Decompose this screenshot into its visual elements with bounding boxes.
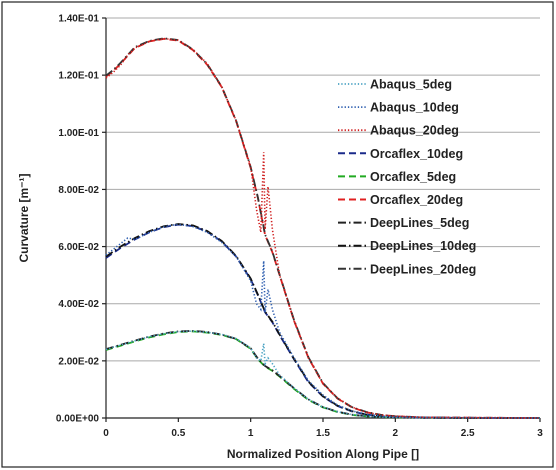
legend-label-abaqus-5deg: Abaqus_5deg (370, 78, 452, 92)
legend-label-deeplines-20deg: DeepLines_20deg (370, 262, 476, 276)
x-tick-label: 2.5 (461, 428, 475, 439)
gridlines (106, 17, 540, 362)
legend-label-abaqus-20deg: Abaqus_20deg (370, 124, 459, 138)
series-line-abaqus-20deg (105, 37, 541, 419)
series-lines (105, 37, 541, 419)
series-line-deeplines-5deg (105, 329, 540, 419)
y-tick-label: 1.00E-01 (58, 128, 99, 139)
legend-label-deeplines-5deg: DeepLines_5deg (370, 216, 469, 230)
y-tick-label: 6.00E-02 (58, 242, 99, 253)
y-tick-label: 2.00E-02 (58, 356, 99, 367)
legend-label-orcaflex-5deg: Orcaflex_5deg (370, 170, 456, 184)
legend-label-deeplines-10deg: DeepLines_10deg (370, 239, 476, 253)
y-axis-title: Curvature [m⁻¹] (17, 173, 31, 262)
x-tick-label: 3 (537, 428, 543, 439)
y-tick-label: 1.20E-01 (58, 71, 99, 82)
x-axis-title: Normalized Position Along Pipe [] (227, 447, 419, 461)
y-tick-label: 4.00E-02 (58, 299, 99, 310)
y-tick-label: 8.00E-02 (58, 185, 99, 196)
legend-label-abaqus-10deg: Abaqus_10deg (370, 101, 459, 115)
x-tick-label: 2 (393, 428, 399, 439)
x-tick-label: 1 (248, 428, 254, 439)
x-tick-label: 0.5 (171, 428, 185, 439)
x-tick-label: 1.5 (316, 428, 330, 439)
legend: Abaqus_5deg Abaqus_10deg Abaqus_20deg Orcaf… (338, 78, 476, 276)
x-tick-label: 0 (103, 428, 109, 439)
series-line-deeplines-10deg (105, 223, 540, 419)
plot-area (106, 18, 540, 418)
axes: 0.00E+00 2.00E-02 4.00E-02 6.00E-02 8.00E-02… (56, 14, 543, 440)
y-tick-label: 1.40E-01 (58, 14, 99, 25)
y-tick-label: 0.00E+00 (56, 414, 100, 425)
legend-label-orcaflex-20deg: Orcaflex_20deg (370, 193, 463, 207)
series-line-abaqus-5deg (105, 330, 540, 419)
legend-label-orcaflex-10deg: Orcaflex_10deg (370, 147, 463, 161)
